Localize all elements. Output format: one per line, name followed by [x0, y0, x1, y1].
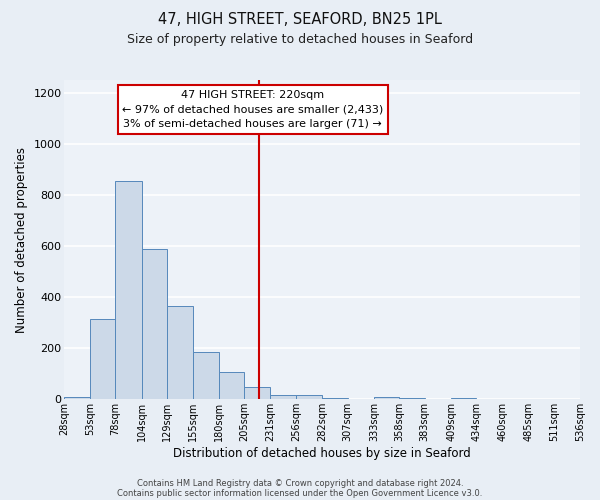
Bar: [167, 306, 193, 400]
Bar: [271, 396, 296, 400]
Bar: [90, 319, 115, 400]
Text: 47, HIGH STREET, SEAFORD, BN25 1PL: 47, HIGH STREET, SEAFORD, BN25 1PL: [158, 12, 442, 28]
Bar: [142, 248, 167, 400]
Text: Size of property relative to detached houses in Seaford: Size of property relative to detached ho…: [127, 32, 473, 46]
Text: Contains public sector information licensed under the Open Government Licence v3: Contains public sector information licen…: [118, 488, 482, 498]
Bar: [296, 396, 322, 400]
Text: 47 HIGH STREET: 220sqm
← 97% of detached houses are smaller (2,433)
3% of semi-d: 47 HIGH STREET: 220sqm ← 97% of detached…: [122, 90, 383, 129]
Y-axis label: Number of detached properties: Number of detached properties: [15, 146, 28, 332]
Bar: [193, 352, 219, 400]
Bar: [219, 372, 244, 400]
Bar: [244, 386, 271, 400]
X-axis label: Distribution of detached houses by size in Seaford: Distribution of detached houses by size …: [173, 447, 471, 460]
Bar: [374, 396, 400, 400]
Bar: [451, 398, 476, 400]
Bar: [322, 398, 347, 400]
Text: Contains HM Land Registry data © Crown copyright and database right 2024.: Contains HM Land Registry data © Crown c…: [137, 478, 463, 488]
Bar: [115, 181, 142, 400]
Bar: [400, 398, 425, 400]
Bar: [64, 396, 90, 400]
